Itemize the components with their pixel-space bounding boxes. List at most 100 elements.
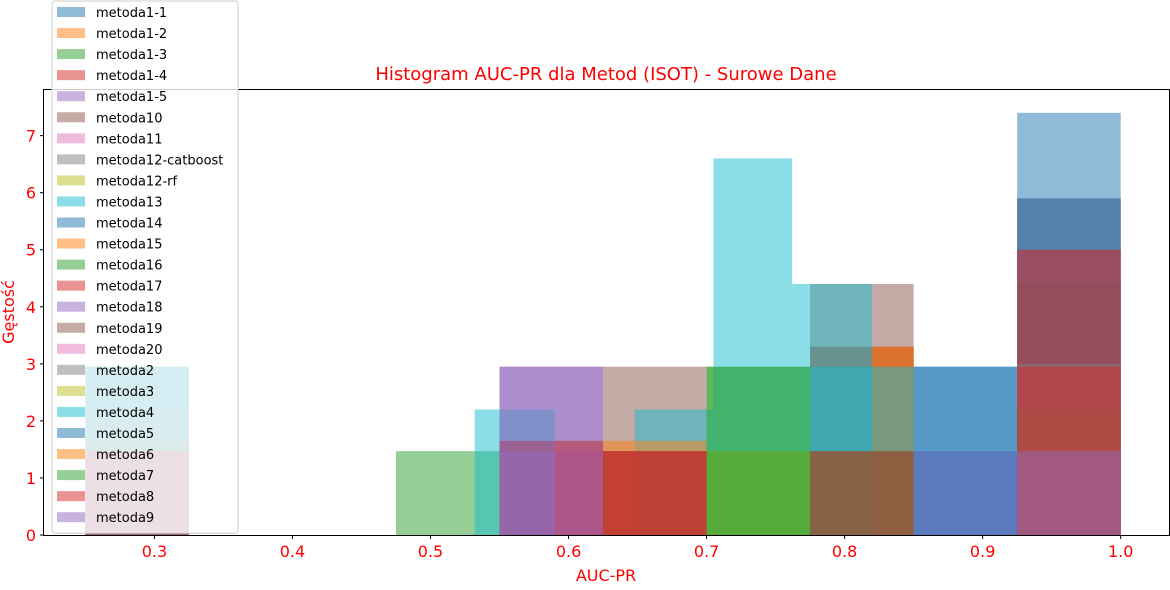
legend-entry: metoda8 bbox=[57, 490, 154, 505]
legend-entry: metoda6 bbox=[57, 448, 154, 463]
legend-entry: metoda4 bbox=[57, 406, 154, 421]
histogram-bar bbox=[1017, 451, 1121, 535]
legend: metoda1-1 metoda1-2 metoda1-3 metoda1-4 meto… bbox=[51, 0, 239, 534]
legend-label: metoda13 bbox=[96, 195, 162, 210]
legend-entry: metoda1-3 bbox=[57, 48, 167, 63]
legend-swatch bbox=[57, 301, 85, 312]
legend-label: metoda1-5 bbox=[96, 90, 167, 105]
legend-swatch bbox=[57, 259, 85, 270]
legend-label: metoda1-3 bbox=[96, 48, 167, 63]
legend-swatch bbox=[57, 449, 85, 460]
histogram-bar bbox=[706, 366, 811, 535]
x-tick-label: 1.0 bbox=[1108, 542, 1133, 561]
legend-entry: metoda13 bbox=[57, 195, 162, 210]
legend-swatch bbox=[57, 112, 85, 123]
legend-swatch bbox=[57, 196, 85, 207]
y-tick-label: 4 bbox=[26, 298, 36, 317]
chart-title: Histogram AUC-PR dla Metod (ISOT) - Suro… bbox=[375, 64, 836, 85]
x-axis-ticks: 0.3 0.4 0.5 0.6 0.7 0.8 0.9 1.0 bbox=[142, 535, 1133, 561]
x-axis-label: AUC-PR bbox=[576, 566, 636, 585]
legend-entry: metoda1-1 bbox=[57, 6, 167, 21]
legend-entry: metoda16 bbox=[57, 259, 162, 274]
legend-swatch bbox=[57, 238, 85, 249]
legend-swatch bbox=[57, 343, 85, 354]
legend-label: metoda16 bbox=[96, 259, 162, 274]
legend-swatch bbox=[57, 70, 85, 81]
legend-swatch bbox=[57, 512, 85, 523]
legend-entry: metoda20 bbox=[57, 343, 162, 358]
y-tick-label: 0 bbox=[26, 526, 36, 545]
legend-entry: metoda15 bbox=[57, 238, 162, 253]
legend-label: metoda11 bbox=[96, 132, 162, 147]
legend-label: metoda17 bbox=[96, 280, 162, 295]
legend-swatch bbox=[57, 428, 85, 438]
legend-entry: metoda18 bbox=[57, 301, 162, 316]
legend-label: metoda2 bbox=[96, 364, 154, 379]
y-tick-label: 2 bbox=[26, 412, 36, 431]
x-tick-label: 0.5 bbox=[418, 542, 443, 561]
legend-box bbox=[51, 0, 239, 534]
legend-entry: metoda5 bbox=[57, 427, 154, 442]
histogram-bar bbox=[810, 451, 914, 535]
legend-label: metoda12-rf bbox=[96, 174, 178, 189]
legend-swatch bbox=[57, 154, 85, 165]
x-tick-label: 0.7 bbox=[694, 542, 719, 561]
legend-label: metoda15 bbox=[96, 238, 162, 253]
x-tick-label: 0.4 bbox=[280, 542, 305, 561]
legend-label: metoda12-catboost bbox=[96, 153, 223, 168]
histogram-bar bbox=[499, 451, 604, 535]
legend-swatch bbox=[57, 175, 85, 186]
legend-swatch bbox=[57, 91, 85, 102]
legend-label: metoda1-4 bbox=[96, 69, 167, 84]
legend-label: metoda1-2 bbox=[96, 27, 167, 42]
legend-swatch bbox=[57, 28, 85, 39]
legend-label: metoda14 bbox=[96, 217, 162, 232]
legend-label: metoda5 bbox=[96, 427, 154, 442]
y-tick-label: 5 bbox=[26, 241, 36, 260]
legend-label: metoda10 bbox=[96, 111, 162, 126]
legend-swatch bbox=[57, 406, 85, 417]
legend-label: metoda6 bbox=[96, 448, 154, 463]
legend-swatch bbox=[57, 217, 85, 228]
legend-entry: metoda10 bbox=[57, 111, 162, 126]
x-tick-label: 0.9 bbox=[970, 542, 995, 561]
bars-layer bbox=[85, 112, 1121, 536]
legend-swatch bbox=[57, 470, 85, 481]
legend-label: metoda4 bbox=[96, 406, 154, 421]
legend-entry: metoda3 bbox=[57, 385, 154, 400]
y-axis-ticks: 0 1 2 3 4 5 6 7 bbox=[26, 127, 44, 545]
legend-swatch bbox=[57, 322, 85, 333]
legend-entry: metoda12-rf bbox=[57, 174, 178, 189]
y-tick-label: 7 bbox=[26, 127, 36, 146]
legend-entry: metoda1-2 bbox=[57, 27, 167, 42]
legend-entry: metoda11 bbox=[57, 132, 162, 147]
legend-swatch bbox=[57, 49, 85, 60]
legend-label: metoda18 bbox=[96, 301, 162, 316]
histogram-bar bbox=[913, 366, 1018, 535]
x-tick-label: 0.6 bbox=[556, 542, 581, 561]
legend-swatch bbox=[57, 491, 85, 502]
legend-swatch bbox=[57, 280, 85, 291]
legend-label: metoda19 bbox=[96, 322, 162, 337]
y-tick-label: 3 bbox=[26, 355, 36, 374]
legend-entry: metoda1-4 bbox=[57, 69, 167, 84]
legend-swatch bbox=[57, 133, 85, 144]
y-tick-label: 6 bbox=[26, 184, 36, 203]
legend-entry: metoda12-catboost bbox=[57, 153, 223, 168]
legend-label: metoda7 bbox=[96, 469, 154, 484]
legend-label: metoda1-1 bbox=[96, 6, 167, 21]
legend-entry: metoda17 bbox=[57, 280, 162, 295]
legend-entry: metoda2 bbox=[57, 364, 154, 379]
legend-label: metoda20 bbox=[96, 343, 162, 358]
legend-entry: metoda9 bbox=[57, 511, 154, 526]
legend-label: metoda9 bbox=[96, 511, 154, 526]
legend-swatch bbox=[57, 364, 85, 375]
x-tick-label: 0.3 bbox=[142, 542, 167, 561]
legend-entry: metoda7 bbox=[57, 469, 154, 484]
legend-entry: metoda1-5 bbox=[57, 90, 167, 105]
legend-swatch bbox=[57, 7, 85, 17]
legend-label: metoda8 bbox=[96, 490, 154, 505]
legend-entry: metoda19 bbox=[57, 322, 162, 337]
